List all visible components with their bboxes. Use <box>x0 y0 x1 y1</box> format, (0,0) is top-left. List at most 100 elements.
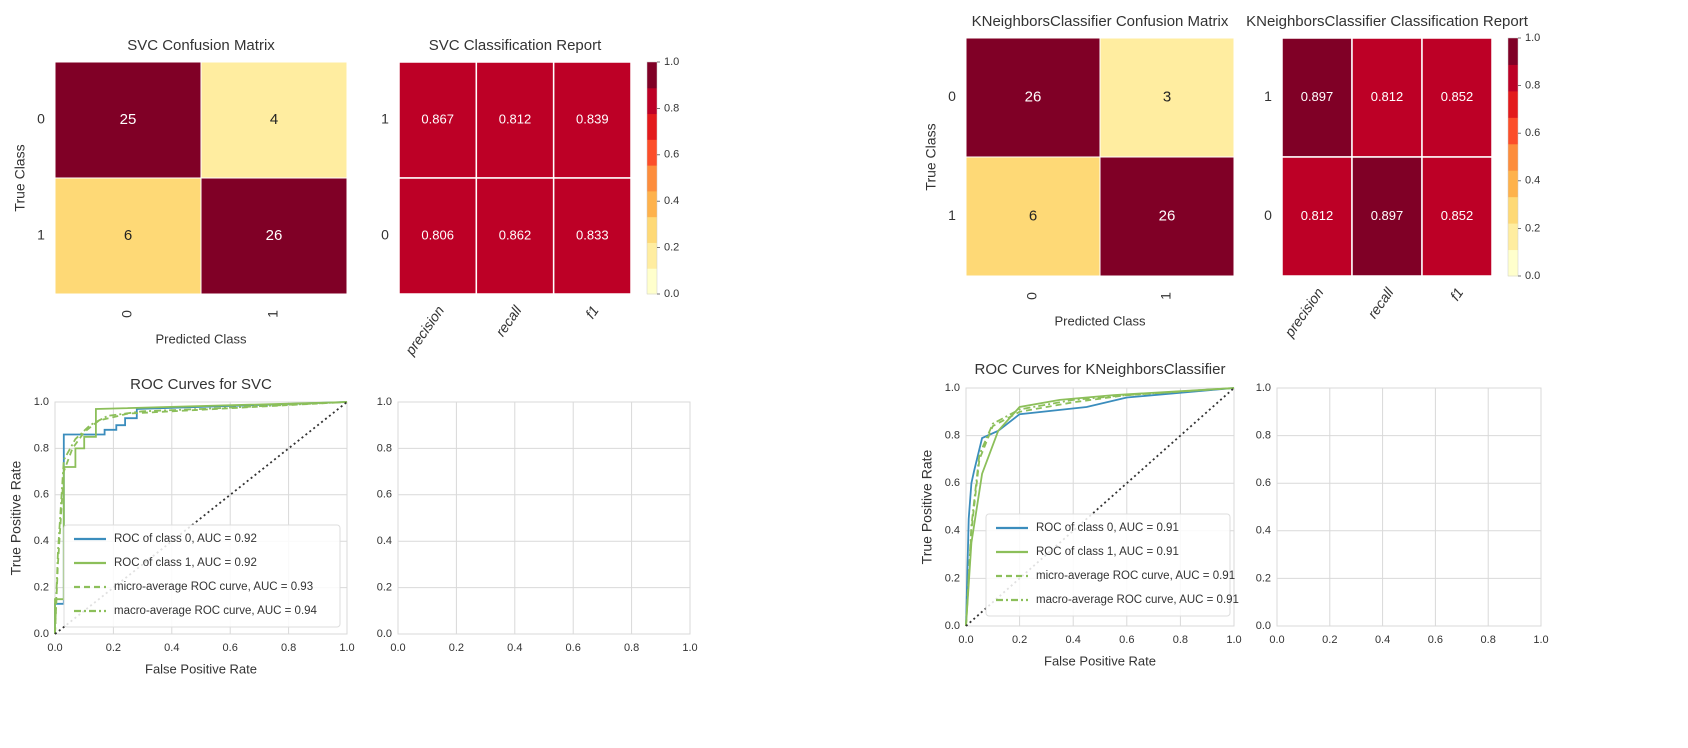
colorbar-segment <box>1508 249 1518 277</box>
colorbar-tick-label: 0.6 <box>664 149 679 161</box>
cm-cell-label: 6 <box>1029 207 1037 224</box>
y-tick-label: 0.8 <box>1256 430 1271 442</box>
colorbar-segment <box>647 139 657 166</box>
colorbar-segment <box>647 268 657 295</box>
y-tick-label: 1 <box>381 111 389 127</box>
x-tick-label: 0.6 <box>1428 634 1443 646</box>
colorbar-tick-label: 0.0 <box>1525 270 1540 282</box>
y-tick-label: 0.2 <box>945 572 960 584</box>
chance-diagonal-line <box>54 401 348 635</box>
colorbar-segment <box>647 62 657 89</box>
cm-cell <box>965 156 1101 277</box>
report-cell-label: 0.812 <box>1301 208 1334 223</box>
legend-entry-label: ROC of class 0, AUC = 0.91 <box>1036 522 1179 534</box>
x-tick-label: 0.0 <box>958 634 973 646</box>
roc-series-line <box>965 387 1235 627</box>
cm-cell <box>965 37 1101 158</box>
report-cell-label: 0.862 <box>499 227 532 242</box>
legend-entry-label: micro-average ROC curve, AUC = 0.91 <box>1036 570 1235 582</box>
x-tick-label: 0.0 <box>47 642 62 654</box>
y-tick-label: 1 <box>1264 88 1272 104</box>
colorbar-tick-label: 1.0 <box>1525 32 1540 44</box>
x-tick-label: 0.2 <box>106 642 121 654</box>
report-cell-label: 0.833 <box>576 227 609 242</box>
report-cell <box>1351 156 1423 277</box>
colorbar-tick-label: 1.0 <box>664 56 679 68</box>
y-tick-label: 0.8 <box>34 442 49 454</box>
x-tick-label: 0.8 <box>624 642 639 654</box>
y-tick-label: 0.2 <box>34 582 49 594</box>
x-tick-label: precision <box>401 302 447 358</box>
chart-title: ROC Curves for SVC <box>130 376 272 393</box>
x-tick-label: 0.4 <box>164 642 179 654</box>
y-tick-label: 0.0 <box>34 628 49 640</box>
legend-box <box>63 524 341 628</box>
colorbar-tick-label: 0.4 <box>1525 175 1540 187</box>
colorbar-segment <box>1508 223 1518 251</box>
colorbar-segment <box>647 190 657 218</box>
cm-cell-label: 26 <box>266 227 283 244</box>
legend-entry-label: ROC of class 1, AUC = 0.91 <box>1036 546 1179 558</box>
x-tick-label: 1.0 <box>1226 634 1241 646</box>
colorbar-segment <box>1508 64 1518 92</box>
colorbar-frame <box>1507 37 1519 277</box>
y-tick-label: 0.4 <box>1256 525 1271 537</box>
x-tick-label: 1.0 <box>682 642 697 654</box>
chart-title: KNeighborsClassifier Confusion Matrix <box>972 13 1229 30</box>
colorbar-segment <box>647 242 657 269</box>
report-cell <box>1421 156 1493 277</box>
roc-series-line <box>54 401 348 634</box>
cm-cell <box>1099 156 1235 277</box>
x-tick-label: 0 <box>1024 292 1040 300</box>
chart-title: SVC Confusion Matrix <box>127 37 275 54</box>
cm-cell-label: 3 <box>1163 88 1171 105</box>
report-cell-label: 0.806 <box>421 227 454 242</box>
x-axis-label: Predicted Class <box>1054 313 1146 328</box>
x-tick-label: 1.0 <box>339 642 354 654</box>
colorbar-frame <box>646 61 658 295</box>
x-tick-label: recall <box>492 302 525 339</box>
colorbar-segment <box>647 113 657 140</box>
cm-cell <box>54 177 202 295</box>
y-tick-label: 0.0 <box>1256 620 1271 632</box>
report-cell-label: 0.897 <box>1371 208 1404 223</box>
cm-cell-label: 25 <box>120 111 137 128</box>
report-cell-label: 0.852 <box>1441 89 1474 104</box>
cm-cell <box>1099 37 1235 158</box>
report-cell <box>475 61 555 179</box>
x-tick-label: 0.2 <box>1322 634 1337 646</box>
x-tick-label: 1 <box>265 310 281 318</box>
x-tick-label: 0.6 <box>223 642 238 654</box>
chart-title: KNeighborsClassifier Classification Repo… <box>1246 13 1529 30</box>
x-tick-label: 0.6 <box>1119 634 1134 646</box>
x-tick-label: 0.4 <box>1066 634 1081 646</box>
x-tick-label: recall <box>1364 284 1397 321</box>
colorbar-segment <box>647 87 657 115</box>
legend-entry-label: macro-average ROC curve, AUC = 0.91 <box>1036 594 1239 606</box>
y-tick-label: 0.6 <box>377 489 392 501</box>
report-cell-label: 0.812 <box>1371 89 1404 104</box>
y-tick-label: 0.2 <box>377 582 392 594</box>
colorbar-segment <box>1508 38 1518 65</box>
x-tick-label: 0.0 <box>390 642 405 654</box>
colorbar-segment <box>1508 143 1518 171</box>
x-axis-label: Predicted Class <box>155 331 247 346</box>
report-cell-label: 0.867 <box>421 111 454 126</box>
y-tick-label: 0.0 <box>945 620 960 632</box>
colorbar-tick-label: 0.0 <box>664 288 679 300</box>
y-tick-label: 0.6 <box>34 489 49 501</box>
roc-series-line <box>965 387 1235 627</box>
y-tick-label: 0.0 <box>377 628 392 640</box>
cm-cell <box>54 61 202 179</box>
report-cell-label: 0.852 <box>1441 208 1474 223</box>
report-cell <box>1281 156 1353 277</box>
y-tick-label: 0.8 <box>377 442 392 454</box>
y-tick-label: 0 <box>381 227 389 243</box>
x-tick-label: 1.0 <box>1533 634 1548 646</box>
chart-title: ROC Curves for KNeighborsClassifier <box>975 361 1226 378</box>
report-cell <box>1351 37 1423 158</box>
colorbar-tick-label: 0.2 <box>664 242 679 254</box>
legend-entry-label: micro-average ROC curve, AUC = 0.93 <box>114 581 313 593</box>
y-tick-label: 0 <box>37 111 45 127</box>
x-tick-label: 0.8 <box>1173 634 1188 646</box>
